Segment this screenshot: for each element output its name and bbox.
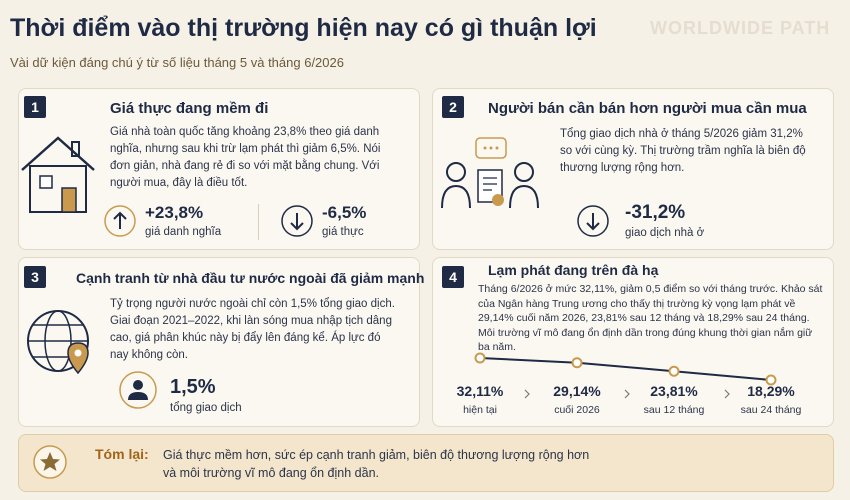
card-body: Tháng 6/2026 ở mức 32,11%, giảm 0,5 điểm… [478,283,823,353]
down-arrow-icon [577,205,609,237]
timeline-dot [668,365,680,377]
stat-label: giá thực [322,226,364,238]
up-arrow-icon [104,205,136,237]
badge: 4 [442,266,464,288]
card [432,88,834,250]
timeline-dot [474,352,486,364]
summary-label: Tóm lại: [95,446,149,462]
card-body: Giá nhà toàn quốc tăng khoảng 23,8% theo… [110,126,381,189]
watermark: WORLDWIDE PATH [650,18,831,38]
negotiation-icon [441,137,539,209]
timeline-dot [571,357,583,369]
value-label: 23,81% [650,383,698,399]
divider [258,204,259,240]
timeline-dot [765,374,777,386]
point-label: sau 12 tháng [644,404,705,416]
point-label: hiện tại [463,404,497,416]
timeline: 32,11% hiện tại 29,14% cuối 2026 23,81% sau 1… [457,352,802,416]
value-label: 32,11% [457,383,504,399]
card [18,257,420,427]
value-label: 18,29% [747,383,795,399]
card [432,257,834,427]
card-title: Cạnh tranh từ nhà đầu tư nước ngoài đã g… [76,270,425,286]
card-body: Tổng giao dịch nhà ở tháng 5/2026 giảm 3… [560,128,806,174]
point-label: sau 24 tháng [741,404,802,416]
badge: 3 [24,266,46,288]
card-title: Giá thực đang mềm đi [110,100,269,117]
card-body: Tỷ trọng người nước ngoài chỉ còn 1,5% t… [110,298,395,361]
value-label: 29,14% [553,383,601,399]
point-label: cuối 2026 [554,404,600,416]
stat-label: giá danh nghĩa [145,226,222,238]
timeline-line [479,357,772,381]
card-title: Lạm phát đang trên đà hạ [488,262,659,278]
summary-box [18,434,834,492]
badge: 1 [24,96,46,118]
stat-label: tổng giao dịch [170,402,242,414]
subtitle: Vài dữ kiện đáng chú ý từ số liệu tháng … [10,55,344,70]
title: Thời điểm vào thị trường hiện nay có gì … [10,14,597,42]
stat-value: -31,2% [625,202,686,223]
stat-value: +23,8% [145,203,204,222]
chevron [524,389,730,399]
summary-text: Giá thực mềm hơn, sức ép cạnh tranh giảm… [163,448,590,480]
globe-icon [27,310,89,375]
badge: 2 [442,96,464,118]
stat-label: giao dịch nhà ở [625,227,705,239]
card-title: Người bán cần bán hơn người mua cần mua [488,100,807,117]
down-arrow-icon [281,205,313,237]
stat-value: 1,5% [170,376,216,398]
stat-value: -6,5% [322,203,367,222]
star-icon [33,445,67,479]
house-icon [21,136,95,213]
person-icon [119,371,157,409]
